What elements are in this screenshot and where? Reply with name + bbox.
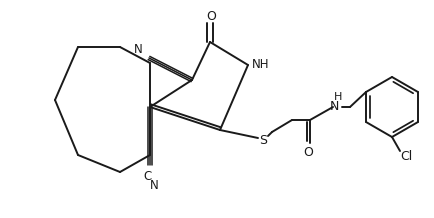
Text: O: O <box>303 145 313 158</box>
Text: C: C <box>143 170 151 182</box>
Text: N: N <box>150 179 158 191</box>
Text: N: N <box>134 43 142 56</box>
Text: NH: NH <box>252 58 270 70</box>
Text: N: N <box>329 99 339 112</box>
Text: O: O <box>206 10 216 24</box>
Text: S: S <box>259 133 267 146</box>
Text: Cl: Cl <box>400 150 412 162</box>
Text: H: H <box>334 92 342 102</box>
